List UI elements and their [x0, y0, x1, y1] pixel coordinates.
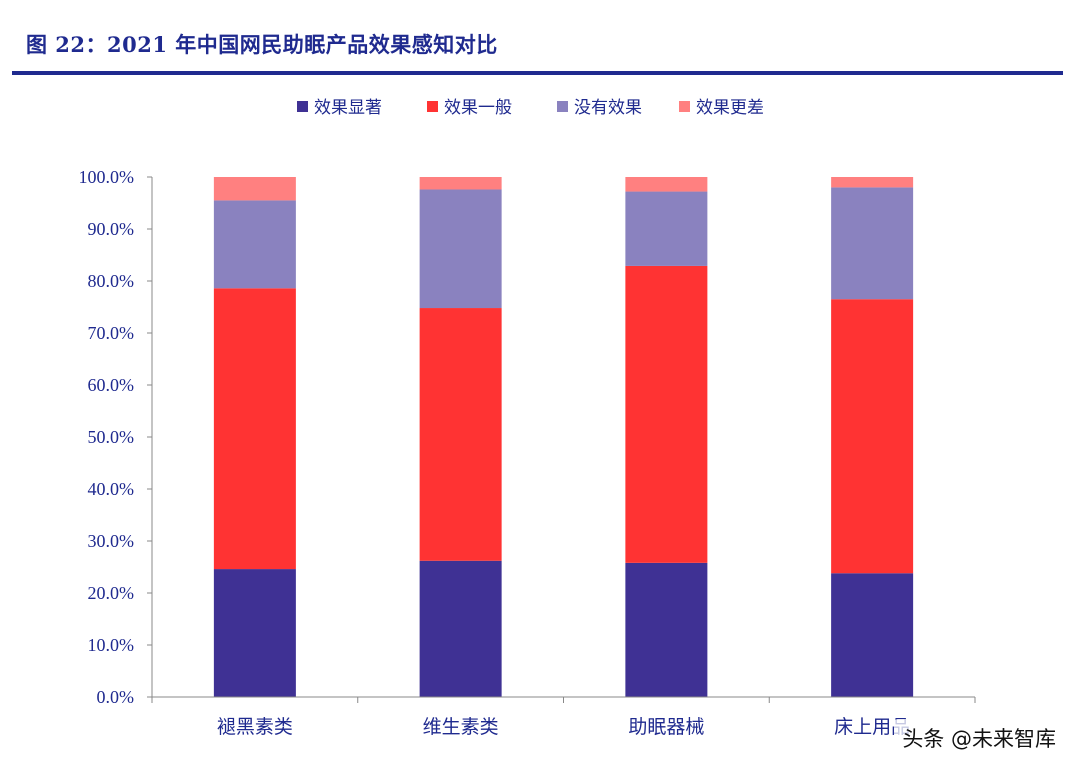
legend-swatch: [557, 101, 568, 112]
y-tick-label: 20.0%: [88, 583, 135, 603]
x-tick-label: 维生素类: [423, 716, 499, 738]
bar-segment: [419, 177, 502, 190]
legend-label: 效果显著: [314, 98, 382, 118]
x-tick-label: 褪黑素类: [217, 716, 293, 738]
x-tick-label: 床上用品: [834, 716, 910, 738]
y-tick-label: 0.0%: [97, 687, 135, 707]
y-tick-label: 60.0%: [88, 375, 135, 395]
legend-swatch: [427, 101, 438, 112]
bar-segment: [213, 569, 296, 697]
watermark: 头条 @未来智库: [894, 719, 1064, 757]
bar-segment: [213, 288, 296, 570]
legend-swatch: [297, 101, 308, 112]
title-rule: [12, 71, 1063, 75]
legend-swatch: [679, 101, 690, 112]
bar-segment: [625, 177, 708, 192]
bar-segment: [419, 189, 502, 309]
bar-segment: [213, 200, 296, 289]
y-tick-label: 50.0%: [88, 427, 135, 447]
bar-segment: [831, 177, 914, 188]
y-tick-label: 100.0%: [79, 167, 135, 187]
y-tick-label: 70.0%: [88, 323, 135, 343]
bar-segment: [625, 265, 708, 563]
x-tick-label: 助眠器械: [628, 716, 704, 738]
bar-segment: [625, 562, 708, 697]
y-tick-label: 30.0%: [88, 531, 135, 551]
bar-segment: [831, 573, 914, 697]
bar-segment: [213, 177, 296, 201]
bar-segment: [625, 191, 708, 266]
y-tick-label: 90.0%: [88, 219, 135, 239]
legend-label: 效果更差: [696, 98, 764, 118]
figure-title: 图 22：2021 年中国网民助眠产品效果感知对比: [26, 32, 498, 57]
bar-segment: [831, 299, 914, 574]
legend-label: 没有效果: [574, 98, 642, 118]
bar-segment: [831, 187, 914, 300]
bar-segment: [419, 308, 502, 561]
y-tick-label: 80.0%: [88, 271, 135, 291]
legend-label: 效果一般: [444, 98, 512, 118]
y-tick-label: 40.0%: [88, 479, 135, 499]
y-tick-label: 10.0%: [88, 635, 135, 655]
bar-segment: [419, 560, 502, 697]
